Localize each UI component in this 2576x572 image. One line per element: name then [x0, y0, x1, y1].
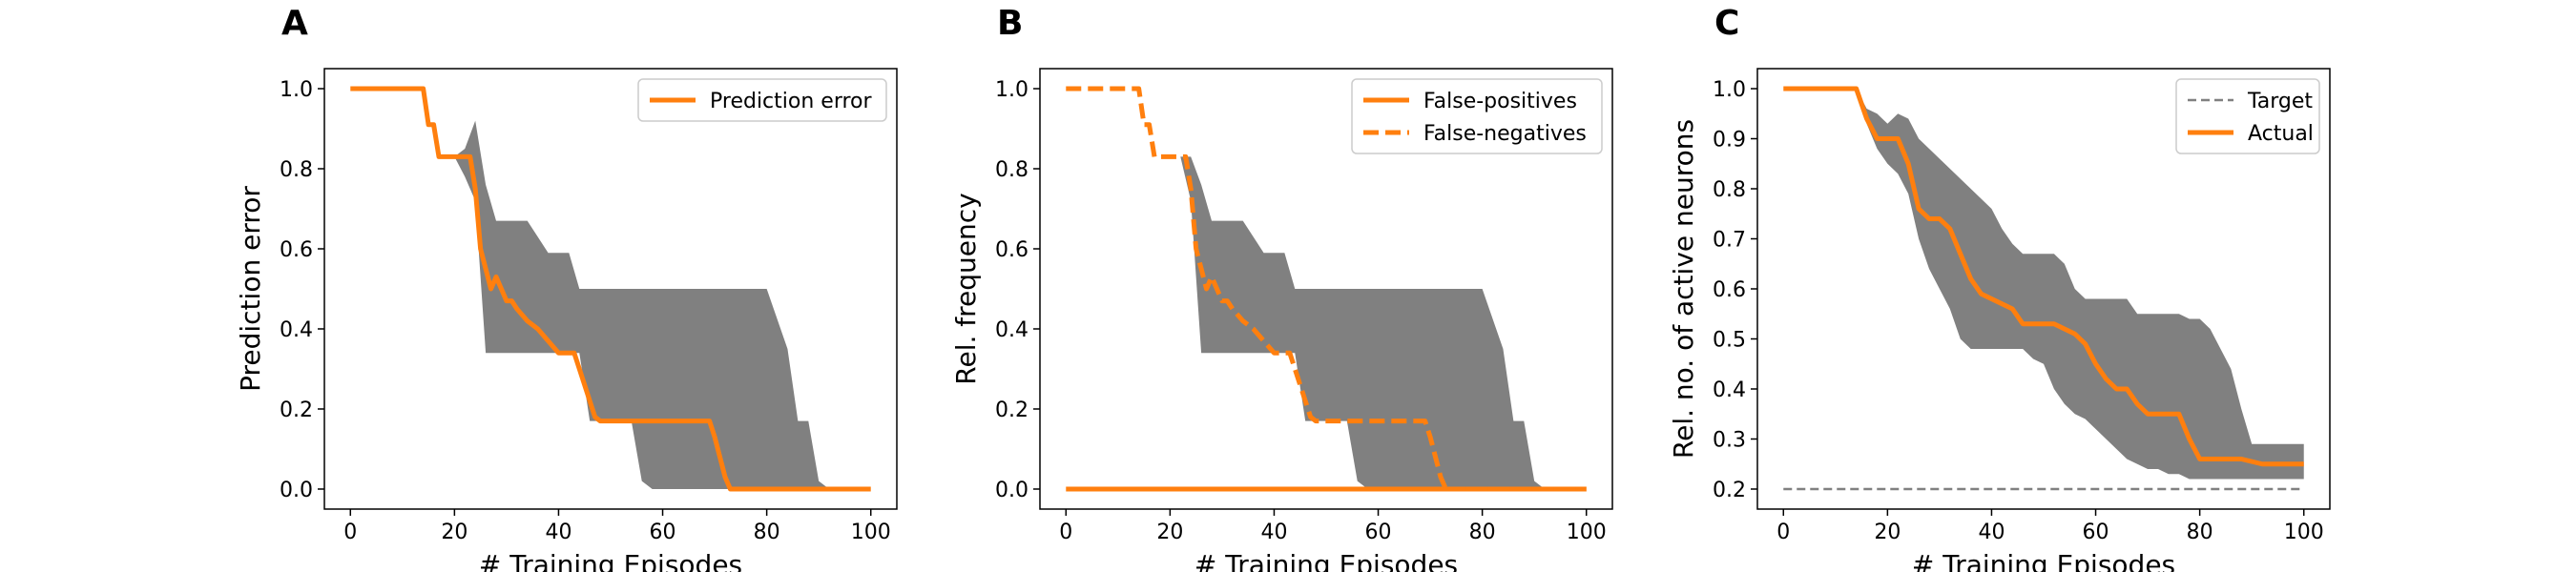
- panel-c-y-tick-label: 0.6: [1713, 278, 1746, 302]
- panel-c-legend-label-target: Target: [2247, 90, 2313, 113]
- panel-a-y-tick-label: 0.8: [280, 158, 313, 182]
- panel-b-y-tick-label: 0.4: [995, 318, 1028, 342]
- panel-letter-a: A: [281, 4, 308, 43]
- panel-a-x-tick-label: 0: [343, 521, 357, 544]
- panel-b-y-tick-label: 0.0: [995, 479, 1028, 502]
- panel-letter-b: B: [997, 4, 1023, 43]
- panel-a-y-ticks: 0.0 0.2 0.4 0.6 0.8 1.0: [280, 78, 324, 502]
- panel-a-x-tick-label: 40: [545, 521, 571, 544]
- panel-b-x-tick-label: 80: [1469, 521, 1496, 544]
- panel-c-y-tick-label: 1.0: [1713, 78, 1746, 102]
- panel-b-legend-label-false-positives: False-positives: [1423, 90, 1577, 113]
- panel-b: B 0 20 40 60 80 100 0.0 0.2 0.4 0.6 0.8 1.0 # Trai…: [950, 4, 1613, 572]
- panel-b-band-layer: [1170, 156, 1587, 489]
- panel-c-legend: Target Actual: [2175, 78, 2320, 154]
- panel-c-y-axis-title: Rel. no. of active neurons: [1668, 119, 1699, 459]
- panel-b-x-tick-label: 100: [1567, 521, 1607, 544]
- panel-a-y-tick-label: 0.6: [280, 238, 313, 262]
- panel-a-y-tick-label: 0.4: [280, 318, 313, 342]
- panel-b-y-axis-title: Rel. frequency: [950, 193, 982, 384]
- panel-a-plot-frame: [323, 68, 898, 510]
- panel-b-y-tick-label: 0.6: [995, 238, 1028, 262]
- panel-b-legend-box: [1351, 78, 1603, 154]
- panel-c-y-tick-label: 0.7: [1713, 229, 1746, 253]
- panel-letter-c: C: [1714, 4, 1739, 43]
- panel-a-y-tick-label: 0.0: [280, 479, 313, 502]
- panel-a-legend-label-prediction-error: Prediction error: [710, 90, 872, 113]
- panel-b-x-axis-title: # Training Episodes: [1195, 549, 1458, 572]
- panel-c-legend-label-actual: Actual: [2248, 122, 2314, 146]
- panel-a-band-layer: [350, 89, 871, 489]
- panel-a-x-tick-label: 20: [441, 521, 467, 544]
- panel-a-x-ticks: 0 20 40 60 80 100: [343, 509, 891, 544]
- panel-c-y-tick-label: 0.2: [1713, 479, 1746, 502]
- panel-a-x-tick-label: 60: [650, 521, 676, 544]
- panel-b-range-band: [1170, 156, 1587, 489]
- panel-c-x-axis-title: # Training Episodes: [1912, 549, 2175, 572]
- panel-a-range-band: [350, 89, 871, 489]
- panel-b-y-tick-label: 0.8: [995, 158, 1028, 182]
- panel-c-series-actual: [1783, 86, 2304, 467]
- panel-a: A 0 20 40 60 80 100 0.0 0.2 0.4 0.6 0.8 1.0 # Trai…: [235, 4, 898, 572]
- panel-b-x-tick-label: 0: [1059, 521, 1072, 544]
- panel-c-x-tick-label: 80: [2187, 521, 2213, 544]
- panel-c-x-tick-label: 60: [2083, 521, 2109, 544]
- panel-c-x-tick-label: 100: [2284, 521, 2324, 544]
- panel-a-y-axis-title: Prediction error: [235, 186, 266, 392]
- panel-a-legend-box: [637, 78, 887, 122]
- panel-c-y-ticks: 0.2 0.3 0.4 0.5 0.6 0.7 0.8 0.9 1.0: [1713, 78, 1757, 502]
- panel-a-series-prediction-error: [350, 86, 871, 492]
- panel-c-y-tick-label: 0.9: [1713, 129, 1746, 153]
- panel-c-x-tick-label: 20: [1874, 521, 1901, 544]
- panel-c: C 0 20 40 60 80 100 0.2 0.3 0.4 0.5 0.6 0.7 0.8 0.9 1…: [1668, 4, 2331, 572]
- panel-c-x-ticks: 0 20 40 60 80 100: [1776, 509, 2324, 544]
- panel-c-y-tick-label: 0.4: [1713, 378, 1746, 402]
- panel-b-plot-frame: [1039, 68, 1613, 510]
- panel-a-x-tick-label: 80: [754, 521, 780, 544]
- panel-b-legend: False-positives False-negatives: [1351, 78, 1603, 154]
- panel-b-x-ticks: 0 20 40 60 80 100: [1059, 509, 1607, 544]
- panel-a-lines-layer: [350, 86, 871, 492]
- panel-b-y-tick-label: 1.0: [995, 78, 1028, 102]
- panel-c-x-tick-label: 0: [1776, 521, 1790, 544]
- panel-b-x-tick-label: 40: [1260, 521, 1287, 544]
- panel-b-series-false-negatives: [1066, 86, 1587, 492]
- panel-c-y-tick-label: 0.8: [1713, 178, 1746, 202]
- panel-a-x-axis-title: # Training Episodes: [479, 549, 742, 572]
- panel-b-x-tick-label: 60: [1365, 521, 1392, 544]
- panel-b-lines-layer: [1066, 86, 1587, 492]
- panel-c-x-tick-label: 40: [1978, 521, 2005, 544]
- panel-b-legend-label-false-negatives: False-negatives: [1423, 122, 1587, 146]
- panel-b-y-ticks: 0.0 0.2 0.4 0.6 0.8 1.0: [995, 78, 1040, 502]
- panel-b-y-tick-label: 0.2: [995, 398, 1028, 422]
- panel-a-x-tick-label: 100: [851, 521, 891, 544]
- panel-a-y-tick-label: 0.2: [280, 398, 313, 422]
- panel-c-y-tick-label: 0.5: [1713, 329, 1746, 353]
- panel-b-x-tick-label: 20: [1156, 521, 1183, 544]
- panel-a-legend: Prediction error: [637, 78, 887, 122]
- panel-c-y-tick-label: 0.3: [1713, 429, 1746, 453]
- panel-c-lines-layer: [1783, 86, 2304, 491]
- panel-a-y-tick-label: 1.0: [280, 78, 313, 102]
